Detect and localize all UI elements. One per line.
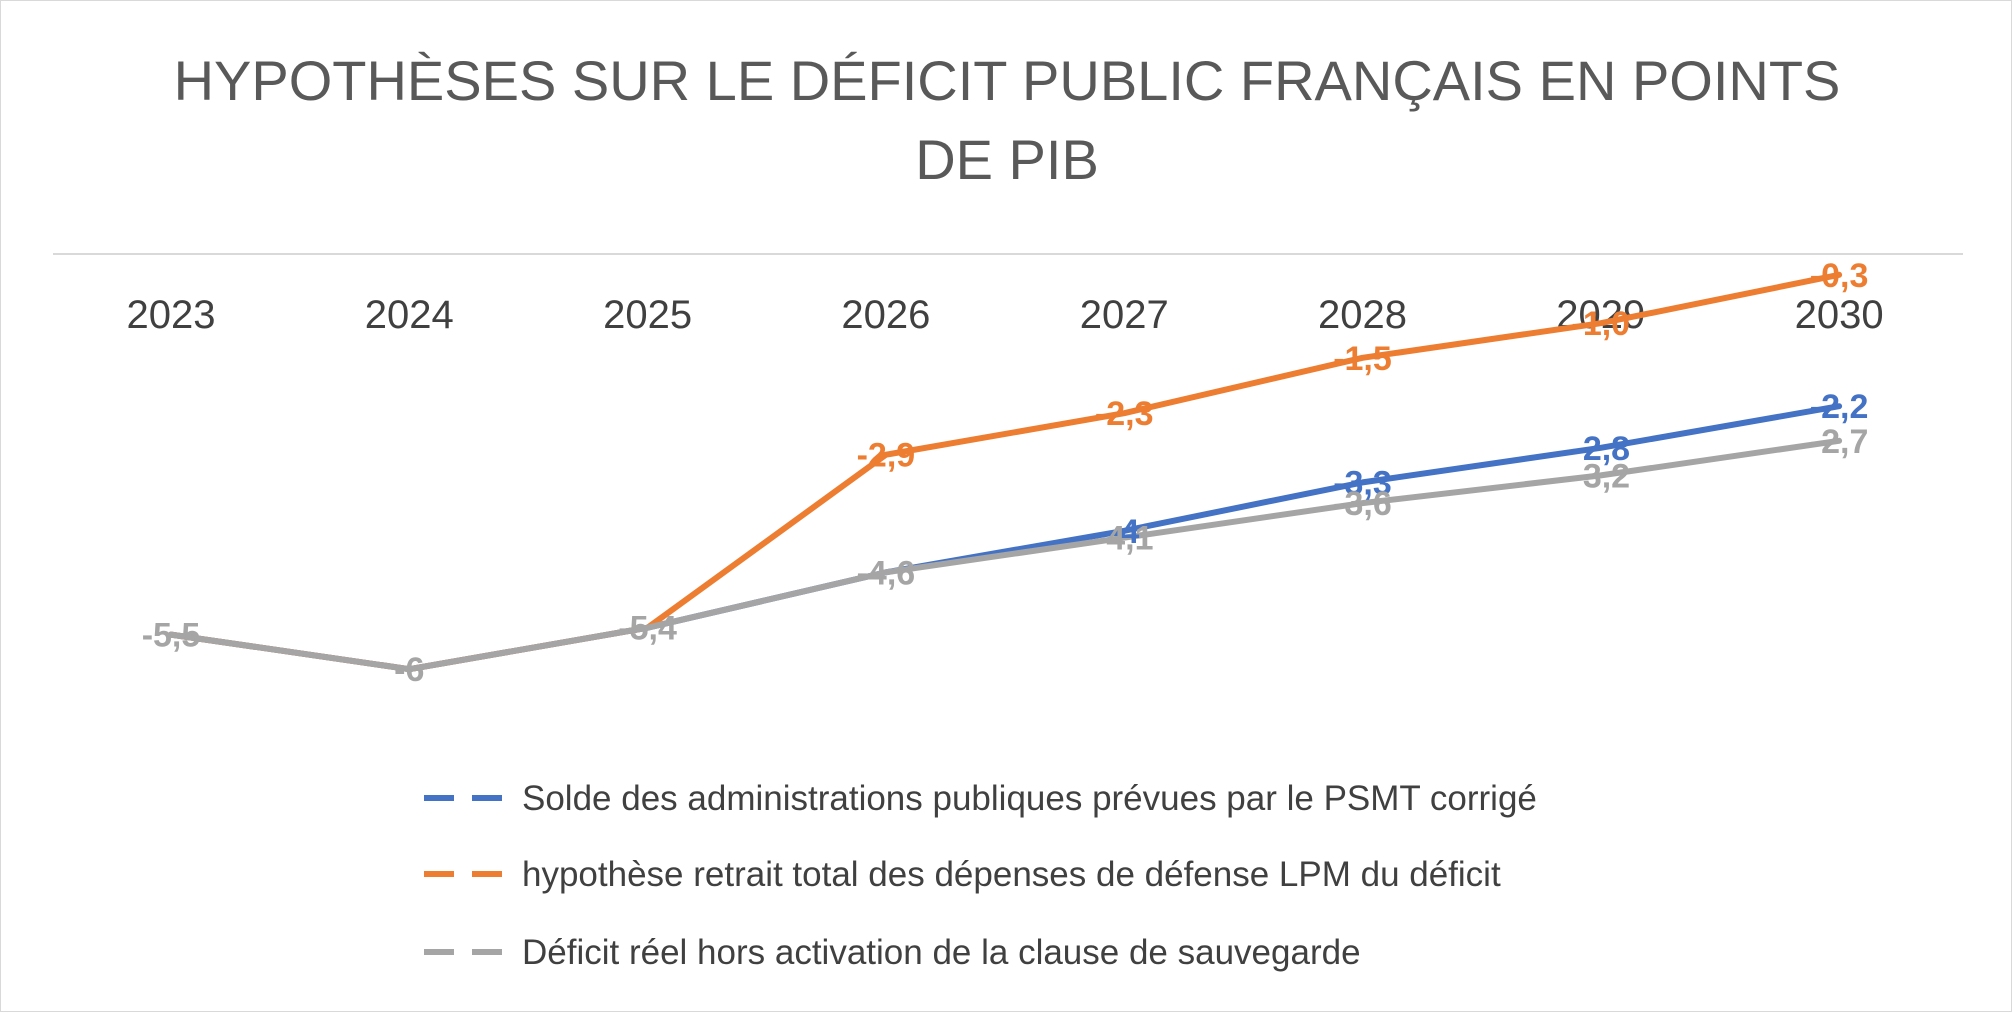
series-line-deficit-reel xyxy=(168,437,1843,673)
legend: Solde des administrations publiques prév… xyxy=(424,779,1537,972)
legend-label-retrait-lpm: hypothèse retrait total des dépenses de … xyxy=(522,855,1501,894)
data-label-deficit-reel-2023: -5,5 xyxy=(142,617,201,655)
x-axis-tick-labels: 2023 2024 2025 2026 2027 2028 2029 2030 xyxy=(127,293,1884,337)
x-tick-label-2025: 2025 xyxy=(603,293,692,337)
x-tick-label-2023: 2023 xyxy=(127,293,216,337)
data-label-deficit-reel-2024: -6 xyxy=(394,651,424,689)
x-tick-label-2026: 2026 xyxy=(841,293,930,337)
data-label-retrait-lpm-2027: -2,3 xyxy=(1095,395,1154,433)
data-label-psmt-corrige-2030: -2,2 xyxy=(1810,388,1869,426)
legend-label-psmt-corrige: Solde des administrations publiques prév… xyxy=(522,779,1537,818)
data-label-psmt-corrige-2028: -3,3 xyxy=(1333,464,1392,502)
data-label-psmt-corrige-2027: -4 xyxy=(1109,513,1139,551)
data-label-retrait-lpm-2026: -2,9 xyxy=(857,437,916,475)
x-tick-label-2028: 2028 xyxy=(1318,293,1407,337)
data-label-retrait-lpm-2029: -1,0 xyxy=(1572,305,1631,343)
data-label-psmt-corrige-2029: -2,8 xyxy=(1572,430,1631,468)
chart-title-line-1: HYPOTHÈSES SUR LE DÉFICIT PUBLIC FRANÇAI… xyxy=(174,49,1841,112)
x-tick-label-2027: 2027 xyxy=(1080,293,1169,337)
data-label-retrait-lpm-2030: -0,3 xyxy=(1810,257,1869,295)
data-label-retrait-lpm-2028: -1,5 xyxy=(1333,340,1392,378)
chart-title: HYPOTHÈSES SUR LE DÉFICIT PUBLIC FRANÇAI… xyxy=(174,49,1841,191)
x-tick-label-2030: 2030 xyxy=(1795,293,1884,337)
chart-title-line-2: DE PIB xyxy=(915,128,1099,191)
data-labels: -4 -3,3 -2,8 -2,2 -2,9 -2,3 -1,5 -1,0 -0,3 -5,5 -6… xyxy=(142,257,1869,689)
x-tick-label-2024: 2024 xyxy=(365,293,454,337)
data-label-deficit-reel-2028: -3,6 xyxy=(1333,485,1392,523)
legend-label-deficit-reel: Déficit réel hors activation de la claus… xyxy=(522,933,1361,972)
data-label-deficit-reel-2029: -3,2 xyxy=(1572,457,1631,495)
data-label-deficit-reel-2026: -4,6 xyxy=(857,554,916,592)
data-label-deficit-reel-2030: -2,7 xyxy=(1810,423,1869,461)
data-label-deficit-reel-2025: -5,4 xyxy=(618,610,677,648)
series-lines xyxy=(168,271,1843,673)
data-label-deficit-reel-2027: -4,1 xyxy=(1095,520,1154,558)
